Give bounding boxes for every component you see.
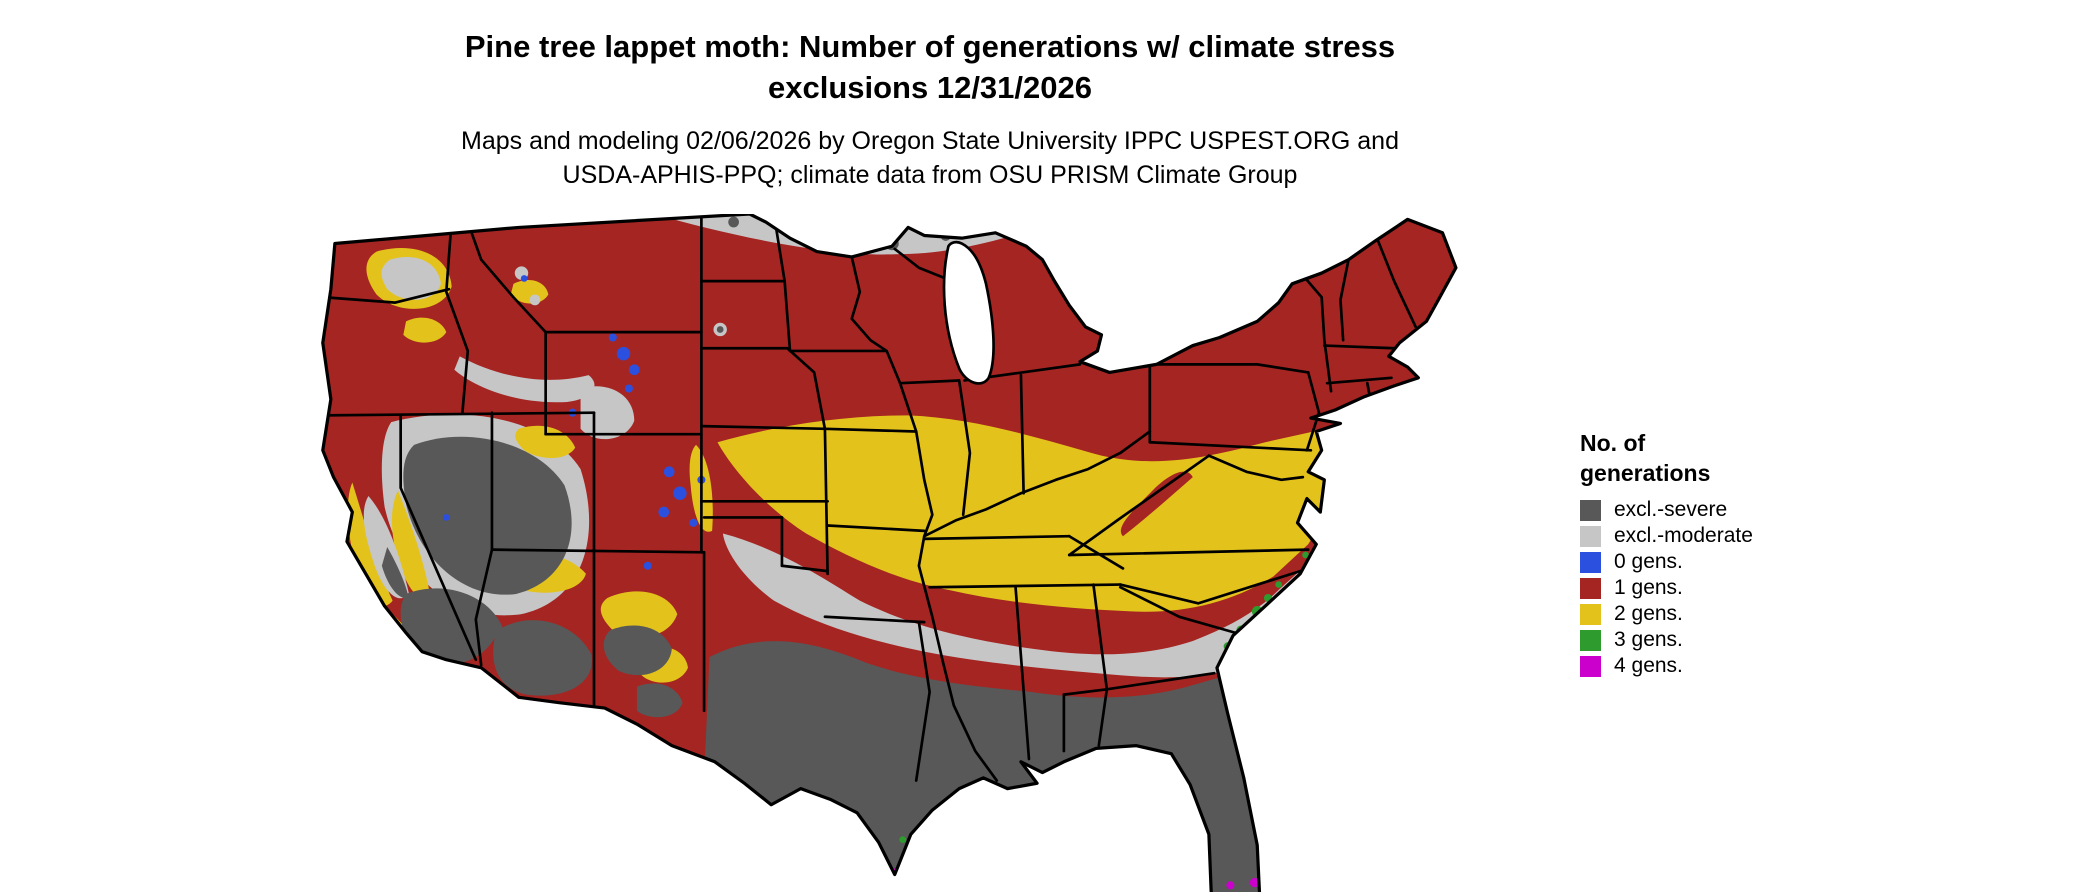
legend-label: 1 gens.: [1614, 576, 1683, 599]
legend-swatch-1-gens: [1580, 577, 1601, 599]
legend-item: 0 gens.: [1580, 549, 1753, 575]
state-borders: [322, 214, 1417, 782]
legend-item: 2 gens.: [1580, 601, 1753, 627]
subtitle-line-2: USDA-APHIS-PPQ; climate data from OSU PR…: [562, 161, 1298, 189]
legend-label: excl.-severe: [1614, 498, 1728, 521]
legend-swatch-4-gens: [1580, 655, 1601, 677]
legend-label: 4 gens.: [1614, 654, 1683, 677]
legend-title-line-2: generations: [1580, 460, 1711, 486]
legend-title: No. of generations: [1580, 428, 1753, 488]
region-0-gens-specks: [442, 275, 706, 570]
region-excl-severe-west: [381, 216, 996, 718]
us-outline: [321, 214, 1458, 892]
title-line-2: exclusions 12/31/2026: [767, 70, 1092, 105]
legend-swatch-excl-severe: [1580, 499, 1601, 521]
legend-label: 0 gens.: [1614, 550, 1683, 573]
us-map: [321, 214, 1458, 892]
legend-label: 2 gens.: [1614, 602, 1683, 625]
region-2-gens-band: [717, 415, 1376, 612]
region-1-gens-appalachian-ridge: [1120, 471, 1193, 537]
legend-label: 3 gens.: [1614, 628, 1683, 651]
region-excl-moderate-band: [722, 533, 1328, 678]
subtitle-line-1: Maps and modeling 02/06/2026 by Oregon S…: [461, 127, 1399, 155]
legend-label: excl.-moderate: [1614, 524, 1753, 547]
legend-swatch-3-gens: [1580, 629, 1601, 651]
legend-item: excl.-severe: [1580, 497, 1753, 523]
legend: No. of generations excl.-severe excl.-mo…: [1580, 428, 1753, 679]
legend-title-line-1: No. of: [1580, 430, 1646, 456]
legend-item: 1 gens.: [1580, 575, 1753, 601]
legend-item: excl.-moderate: [1580, 523, 1753, 549]
legend-swatch-excl-moderate: [1580, 525, 1601, 547]
title-line-1: Pine tree lappet moth: Number of generat…: [464, 29, 1396, 64]
legend-item: 3 gens.: [1580, 627, 1753, 653]
page-title: Pine tree lappet moth: Number of generat…: [330, 26, 1530, 108]
legend-swatch-0-gens: [1580, 551, 1601, 573]
legend-swatch-2-gens: [1580, 603, 1601, 625]
figure-subtitle: Maps and modeling 02/06/2026 by Oregon S…: [330, 124, 1530, 192]
lake-michigan: [942, 240, 995, 385]
legend-item: 4 gens.: [1580, 653, 1753, 679]
